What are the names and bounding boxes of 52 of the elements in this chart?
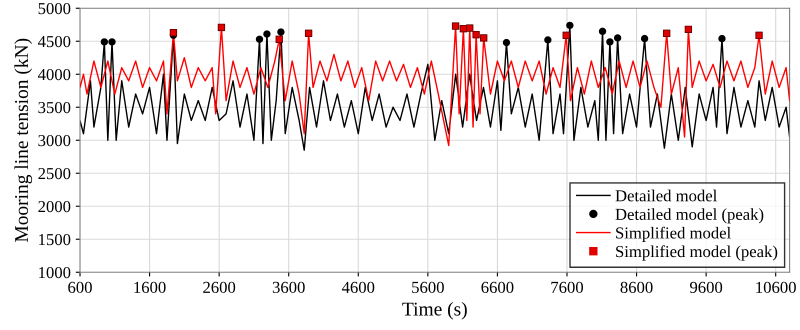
point	[562, 32, 570, 39]
x-axis-title: Time (s)	[402, 302, 467, 320]
y-tick-label: 4000	[38, 68, 70, 80]
point	[502, 38, 510, 46]
point	[544, 36, 552, 44]
point	[218, 24, 226, 32]
point	[718, 34, 726, 42]
y-axis-title: Mooring line tension (kN)	[14, 38, 32, 242]
point	[100, 38, 108, 46]
y-tick-label: 5000	[38, 2, 70, 14]
y-tick-label: 2500	[38, 168, 70, 180]
legend-label: Detailed model (peak)	[615, 208, 764, 224]
x-tick-label: 9600	[690, 282, 722, 294]
y-tick-label: 1000	[39, 266, 70, 278]
point	[755, 32, 763, 39]
x-tick-label: 1600	[134, 282, 166, 294]
point	[108, 38, 116, 46]
point	[466, 24, 474, 32]
point	[640, 34, 648, 42]
y-tick-label: 3000	[38, 134, 70, 146]
point	[304, 30, 312, 38]
point	[566, 22, 574, 30]
point	[170, 28, 178, 36]
x-tick-label: 5600	[412, 282, 444, 294]
point	[460, 25, 468, 32]
y-tick-label: 2000	[38, 200, 70, 212]
x-tick-label: 10600	[756, 282, 796, 294]
point	[684, 26, 692, 34]
y-tick-label: 1500	[39, 234, 70, 246]
x-tick-label: 7600	[551, 282, 584, 294]
point	[606, 38, 614, 46]
x-tick-label: 3600	[272, 282, 305, 294]
legend-label: Simplified model	[616, 226, 731, 242]
point	[452, 22, 460, 30]
x-tick-label: 600	[68, 282, 92, 294]
y-tick-label: 3500	[38, 102, 70, 114]
legend-label: Detailed model	[615, 190, 717, 202]
x-tick-label: 2600	[203, 282, 236, 294]
x-tick-label: 4600	[342, 282, 374, 294]
point	[480, 34, 488, 42]
point	[472, 30, 480, 38]
point	[277, 28, 285, 36]
point	[276, 36, 283, 43]
point	[662, 30, 670, 38]
point	[598, 28, 606, 36]
y-tick-label: 4500	[38, 36, 70, 48]
point	[256, 36, 264, 43]
x-tick-label: 8600	[620, 282, 653, 294]
point	[614, 34, 622, 42]
legend-label: Simplified model (peak)	[616, 245, 778, 261]
x-tick-label: 6600	[481, 282, 514, 294]
point	[263, 30, 271, 38]
